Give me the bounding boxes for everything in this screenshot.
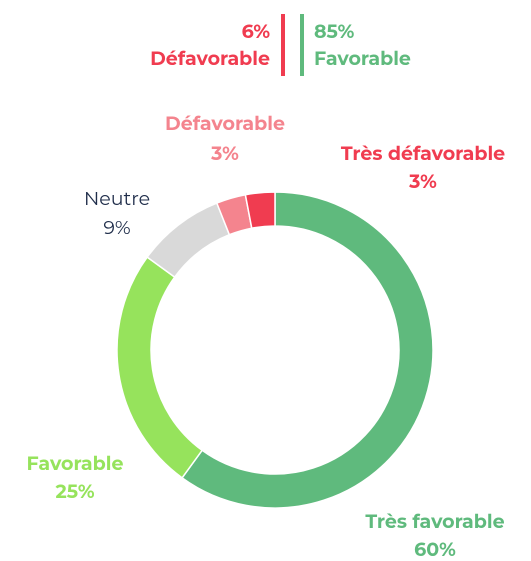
summary-bar [281,14,285,76]
segment-value: 3% [210,142,239,165]
segment-label: Très défavorable [341,142,505,165]
segment-label: Défavorable [165,112,285,135]
summary-label: Défavorable [150,47,270,70]
segment-value: 60% [414,538,456,561]
donut-segment [116,256,204,479]
summary-bar [300,14,304,76]
segment-label: Favorable [27,452,124,475]
segment-value: 9% [103,216,130,239]
segment-value: 3% [408,170,437,193]
donut-segment [244,191,276,230]
donut-segment [146,202,231,279]
summary-label: Favorable [314,47,411,70]
donut-segment [181,191,434,509]
summary-value: 6% [242,20,271,43]
segment-label: Très favorable [365,510,504,533]
summary-value: 85% [314,20,355,43]
segment-value: 25% [56,480,95,503]
segment-label: Neutre [84,187,150,210]
